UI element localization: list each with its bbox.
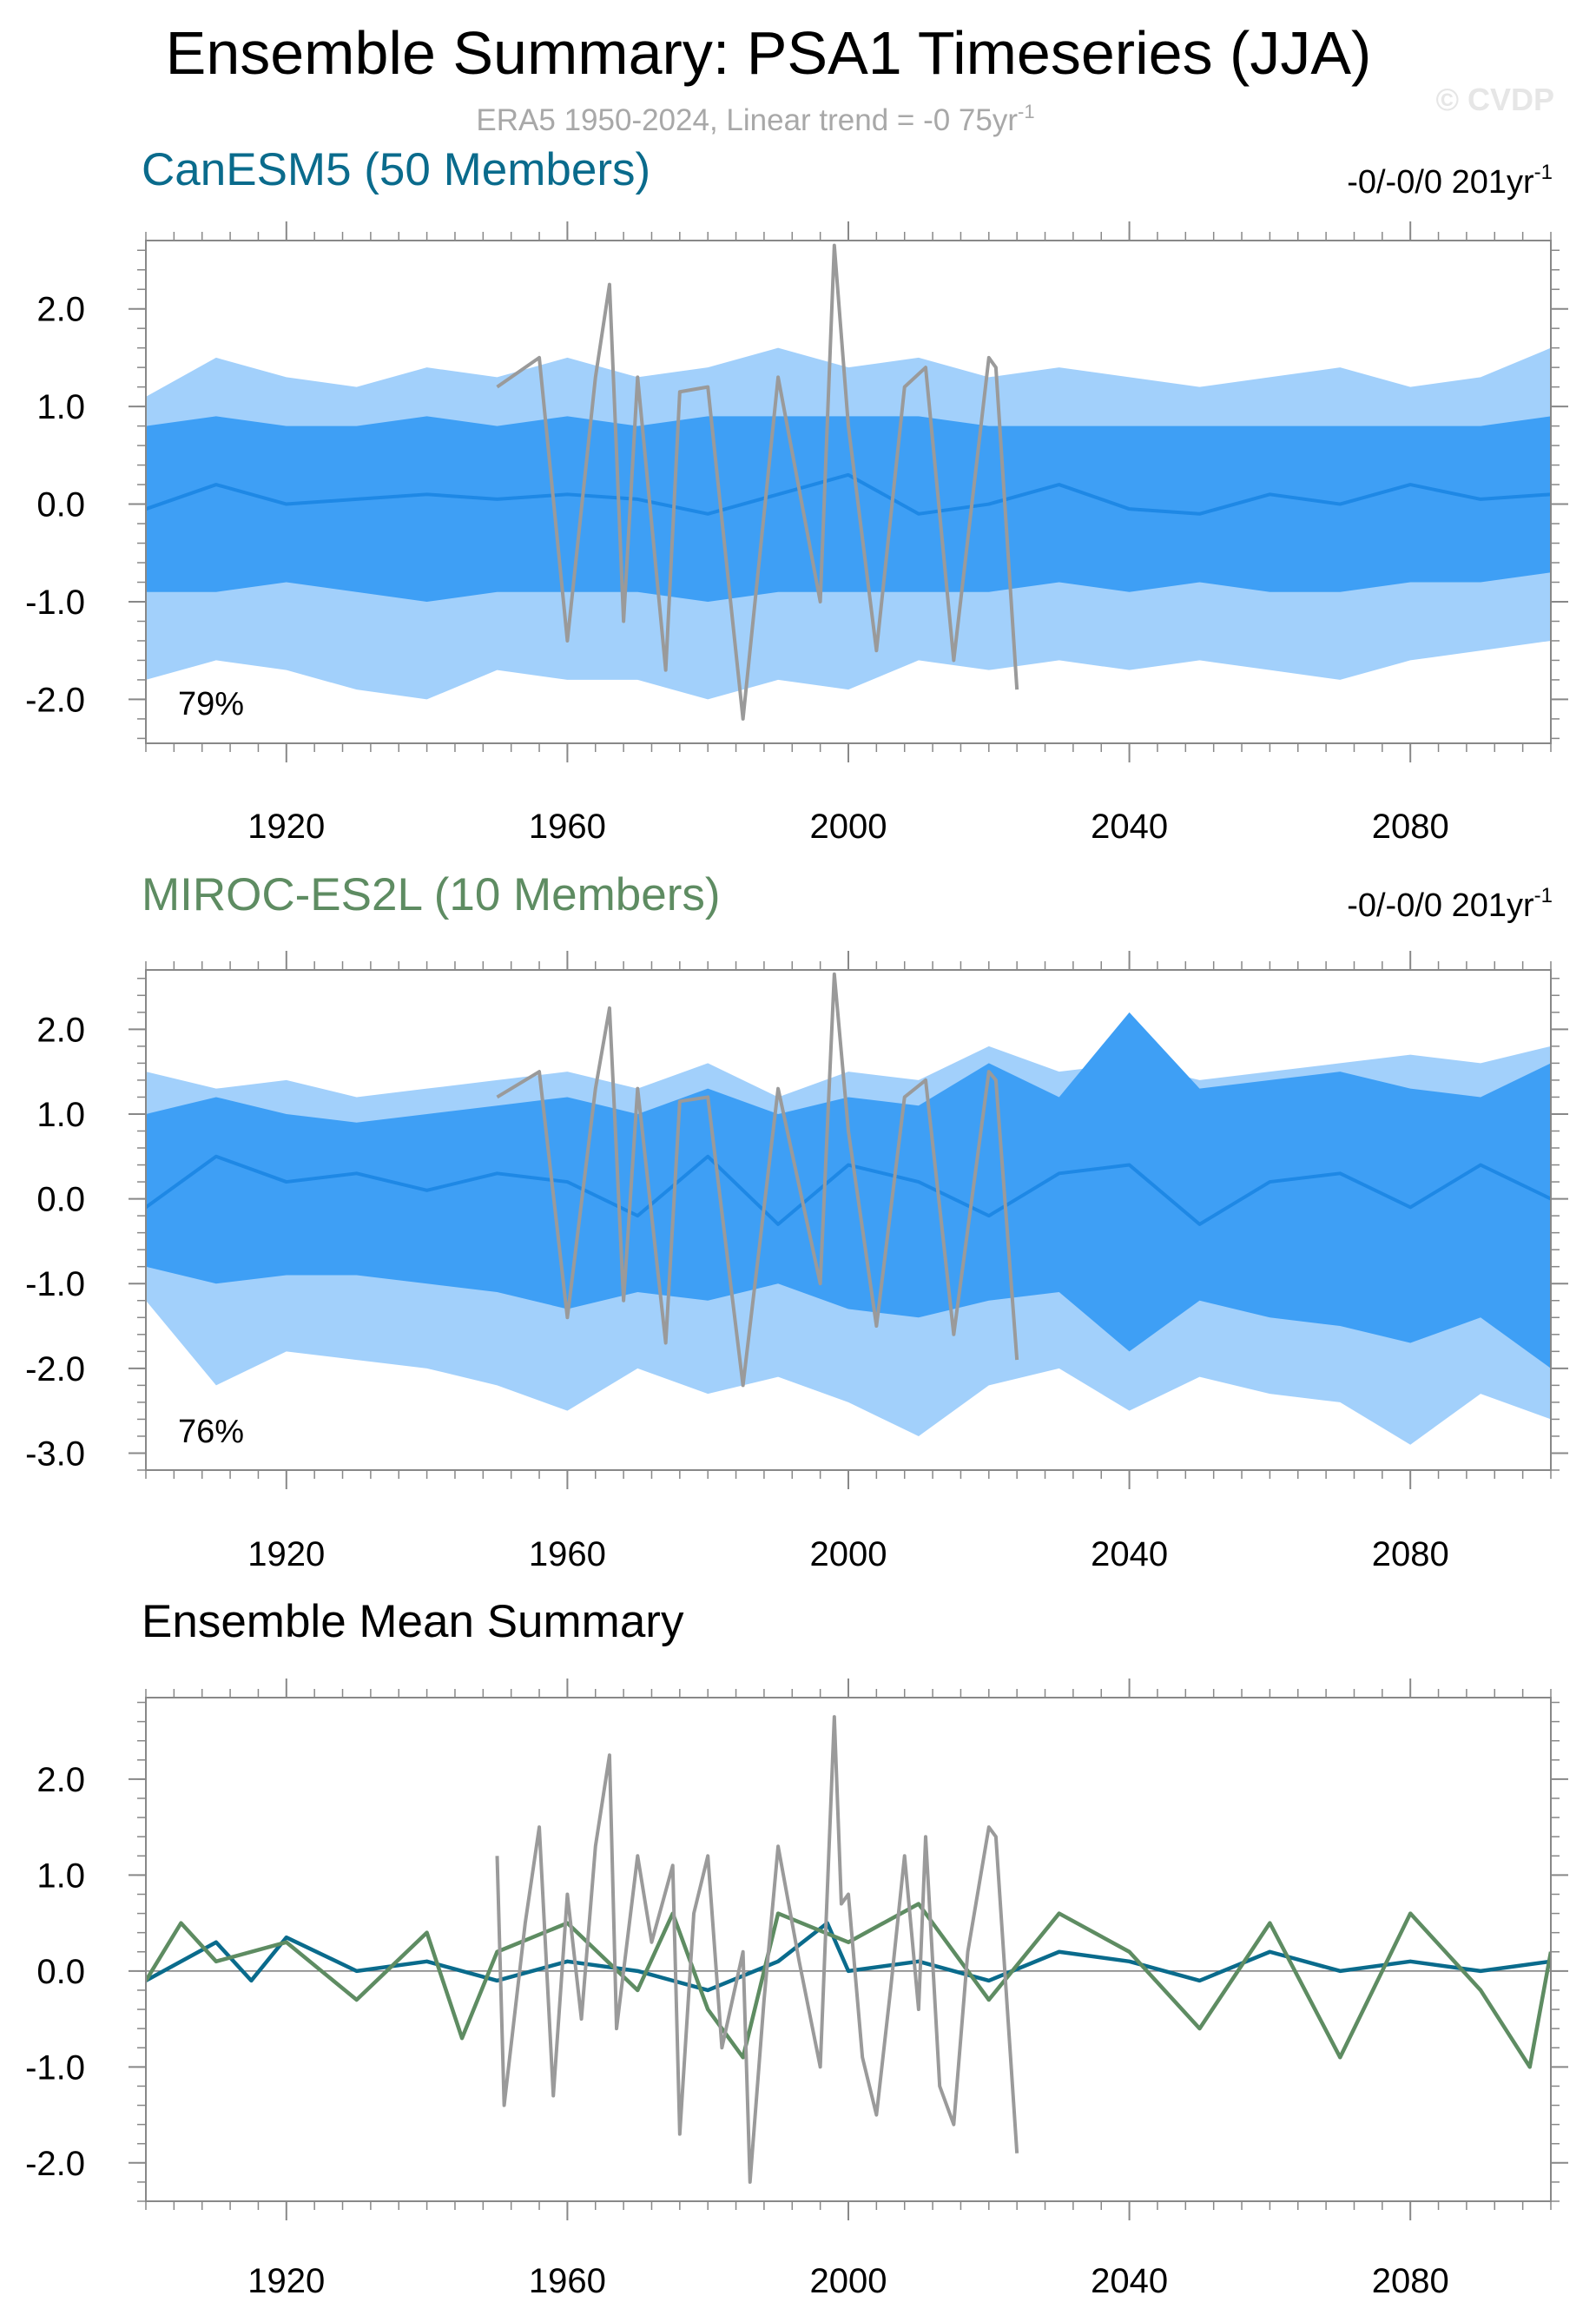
panel-2-plot: 2.0 1.0 0.0 -1.0 -2.0 -3.0 1920 1960 2000 2040 208… (25, 951, 1568, 1573)
y-tick-label: 0.0 (36, 486, 85, 524)
x-tick-label: 1960 (529, 1535, 606, 1573)
panel-3-plot: 2.0 1.0 0.0 -1.0 -2.0 1920 1960 2000 2040 2080 (25, 1679, 1568, 2300)
x-tick-label: 2000 (810, 2262, 887, 2300)
panel-2-title: MIROC-ES2L (10 Members) (142, 869, 721, 920)
panel-1-trend-text: -0/-0/0 201yr (1347, 164, 1534, 201)
x-tick-label: 2040 (1091, 2262, 1168, 2300)
figure-title: Ensemble Summary: PSA1 Timeseries (JJA) (166, 19, 1372, 87)
figure-subtitle: ERA5 1950-2024, Linear trend = -0 75yr-1 (476, 101, 1034, 137)
plot-area (146, 243, 1551, 721)
x-tick-label: 1960 (529, 2262, 606, 2300)
series-era5 (495, 1715, 1019, 2184)
panel-1-trend: -0/-0/0 201yr-1 (1347, 161, 1553, 201)
series-canesm5 (146, 1921, 1551, 1993)
series-era5 (496, 972, 1019, 1388)
x-tick-label: 1960 (529, 808, 606, 846)
percent-label: 79% (178, 686, 244, 722)
plot-area (146, 1715, 1551, 2184)
x-tick-label: 2080 (1372, 808, 1449, 846)
y-tick-label: 2.0 (36, 1761, 85, 1799)
y-tick-label: 1.0 (36, 1096, 85, 1134)
y-tick-label: 2.0 (36, 291, 85, 329)
x-tick-label: 2080 (1372, 2262, 1449, 2300)
panel-2-trend-text: -0/-0/0 201yr (1347, 887, 1534, 924)
x-tick-label: 2000 (810, 808, 887, 846)
panel-2-trend-sup: -1 (1534, 884, 1553, 907)
panel-1-trend-sup: -1 (1534, 161, 1553, 184)
plot-area (146, 972, 1551, 1445)
x-tick-label: 2040 (1091, 808, 1168, 846)
copyright-label: © CVDP (1435, 82, 1554, 117)
y-tick-label: -3.0 (25, 1435, 85, 1473)
y-tick-label: -1.0 (25, 2048, 85, 2087)
figure-subtitle-text: ERA5 1950-2024, Linear trend = -0 75yr (476, 103, 1018, 137)
figure-subtitle-sup: -1 (1018, 101, 1035, 122)
x-tick-label: 1920 (247, 2262, 325, 2300)
x-tick-label: 2080 (1372, 1535, 1449, 1573)
y-tick-label: -1.0 (25, 1265, 85, 1303)
y-tick-label: -2.0 (25, 1350, 85, 1388)
band-25-75-range (146, 1012, 1551, 1369)
y-tick-label: 2.0 (36, 1011, 85, 1049)
series-ensemble-mean (146, 472, 1551, 516)
panel-2-trend: -0/-0/0 201yr-1 (1347, 884, 1553, 924)
x-tick-label: 1920 (247, 808, 325, 846)
x-tick-label: 2040 (1091, 1535, 1168, 1573)
panel-1-plot: 2.0 1.0 0.0 -1.0 -2.0 1920 1960 2000 2040 2080 79% (25, 221, 1568, 846)
panel-3-title: Ensemble Mean Summary (142, 1596, 684, 1647)
y-tick-label: -1.0 (25, 584, 85, 622)
plot-frame (145, 1697, 1552, 2202)
band-25-75-range (146, 416, 1551, 602)
y-tick-label: 0.0 (36, 1953, 85, 1991)
series-miroc-es2l (146, 1902, 1551, 2069)
panel-1-title: CanESM5 (50 Members) (142, 144, 650, 195)
y-tick-label: 1.0 (36, 1857, 85, 1895)
x-tick-label: 2000 (810, 1535, 887, 1573)
y-tick-label: -2.0 (25, 2145, 85, 2183)
y-tick-label: 1.0 (36, 388, 85, 426)
y-tick-label: 0.0 (36, 1181, 85, 1219)
series-era5 (496, 243, 1019, 721)
percent-label: 76% (178, 1414, 244, 1450)
y-tick-label: -2.0 (25, 681, 85, 719)
x-tick-label: 1920 (247, 1535, 325, 1573)
series-ensemble-mean (146, 1154, 1551, 1226)
